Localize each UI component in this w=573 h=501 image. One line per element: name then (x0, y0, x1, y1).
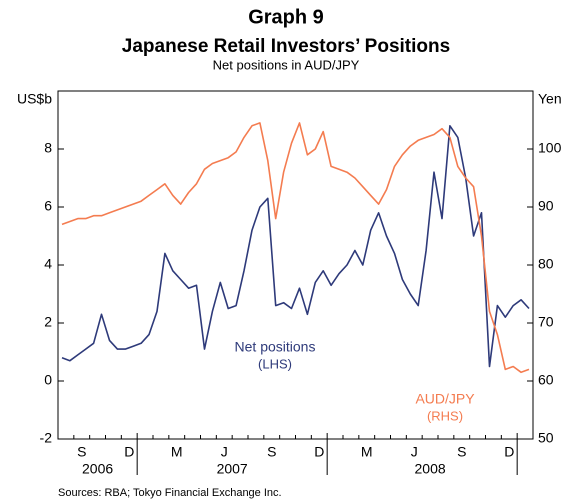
y-axis-label: US$b (17, 91, 52, 107)
x-tick-label: J (411, 444, 418, 460)
y2-axis-label: Yen (538, 91, 562, 107)
series-axis-note: (RHS) (427, 408, 463, 423)
x-tick-label: D (124, 444, 134, 460)
x-tick-label: S (77, 444, 86, 460)
series-line (61, 125, 530, 368)
x-tick-label: J (221, 444, 228, 460)
x-tick-label: M (361, 444, 373, 460)
y2-tick-label: 50 (538, 430, 554, 446)
chart-title: Graph 9 (248, 6, 324, 28)
x-tick-label: D (504, 444, 514, 460)
series-line (61, 122, 530, 374)
y-tick-label: 4 (44, 256, 52, 272)
year-label: 2008 (415, 461, 446, 477)
y2-tick-label: 70 (538, 314, 554, 330)
y-tick-label: 6 (44, 198, 52, 214)
y2-tick-label: 100 (538, 140, 562, 156)
y-tick-label: 0 (44, 372, 52, 388)
chart-subtitle: Net positions in AUD/JPY (213, 57, 360, 72)
x-tick-label: D (314, 444, 324, 460)
x-tick-label: S (267, 444, 276, 460)
y-tick-label: -2 (40, 430, 53, 446)
plot-frame (57, 90, 534, 440)
series-label: Net positions (235, 339, 316, 355)
year-label: 2006 (82, 461, 113, 477)
y-tick-label: 2 (44, 314, 52, 330)
series-label: AUD/JPY (415, 391, 475, 407)
source-note: Sources: RBA; Tokyo Financial Exchange I… (58, 487, 282, 499)
y2-tick-label: 90 (538, 198, 554, 214)
y2-tick-label: 60 (538, 372, 554, 388)
x-tick-label: M (171, 444, 183, 460)
year-label: 2007 (217, 461, 248, 477)
x-tick-label: S (457, 444, 466, 460)
y-tick-label: 8 (44, 140, 52, 156)
chart-heading: Japanese Retail Investors’ Positions (122, 36, 450, 57)
series-axis-note: (LHS) (258, 356, 292, 371)
y2-tick-label: 80 (538, 256, 554, 272)
